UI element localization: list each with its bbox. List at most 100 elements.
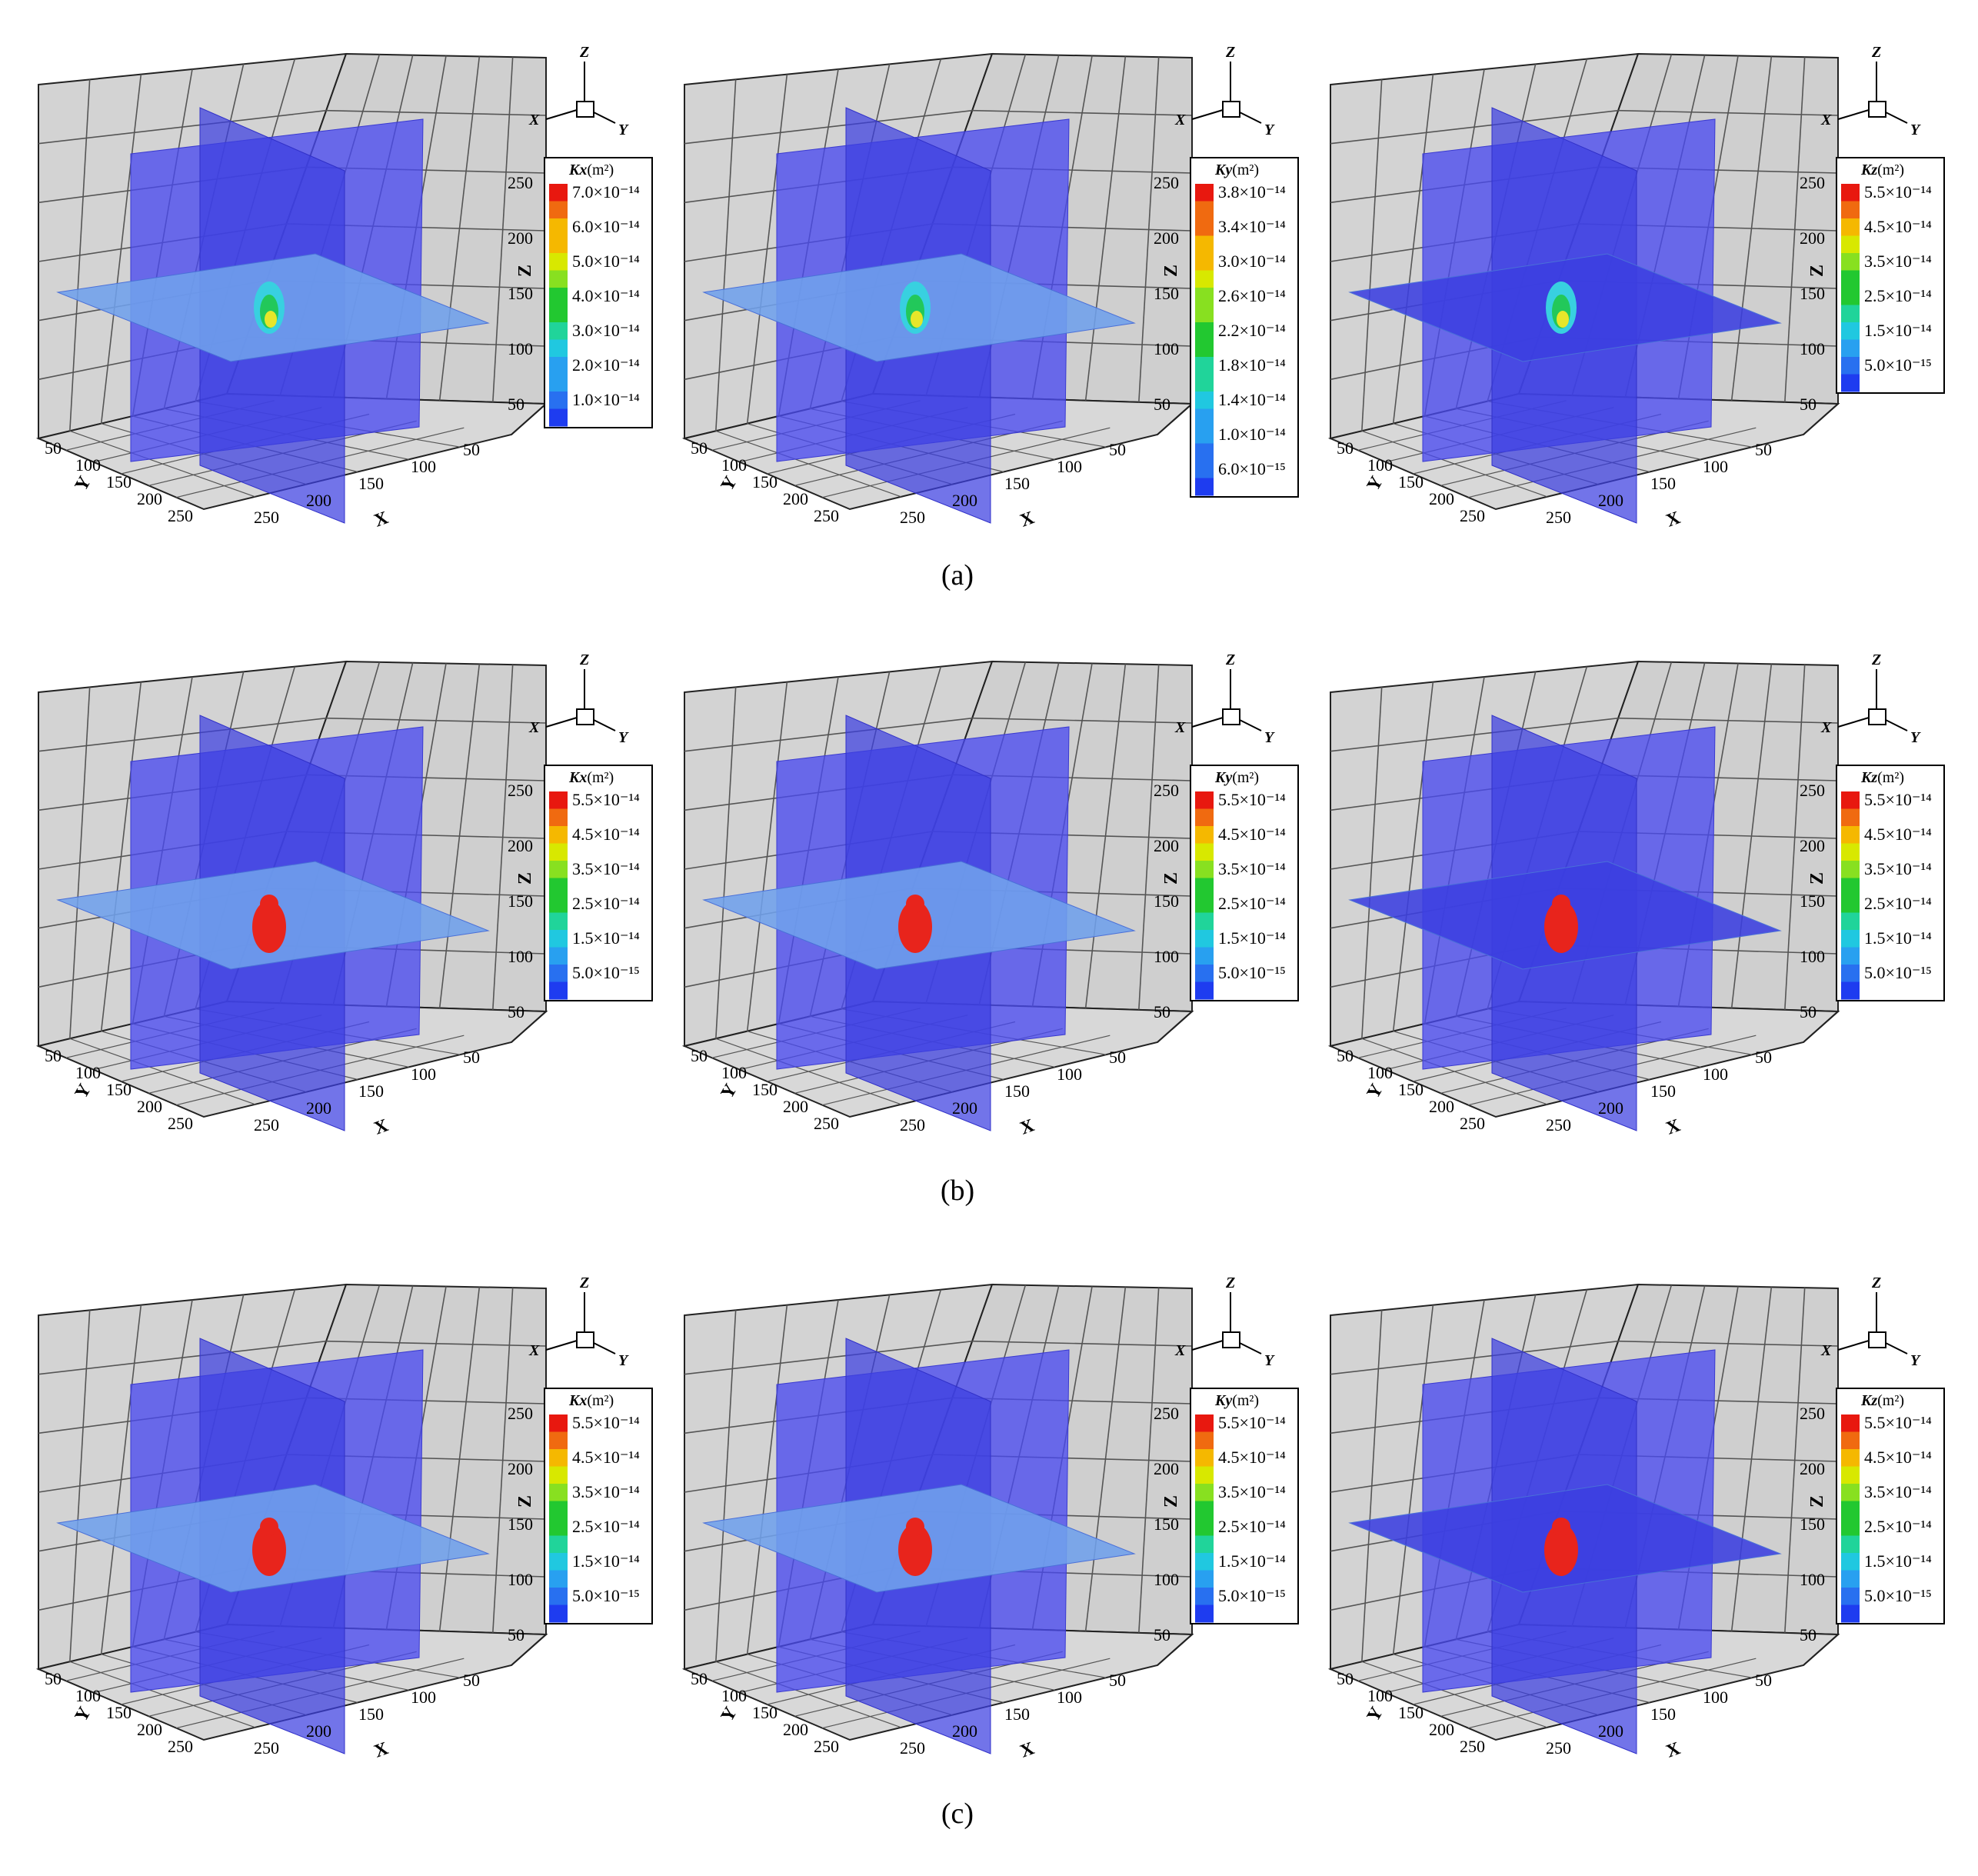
- x-tick-label: 50: [463, 440, 480, 459]
- triad-y-label: Y: [1910, 729, 1921, 746]
- legend-title: Kx(m²): [568, 1392, 614, 1409]
- x-tick-label: 100: [1703, 457, 1728, 476]
- triad-x-label: X: [1820, 719, 1832, 736]
- y-axis-name: Y: [1364, 1704, 1387, 1725]
- legend-value-label: 2.0×10⁻¹⁴: [572, 355, 640, 375]
- z-tick-label: 200: [508, 228, 533, 248]
- box-edge: [1803, 1634, 1839, 1666]
- colorbar-segment: [1195, 895, 1214, 913]
- y-tick-label: 150: [1398, 472, 1424, 491]
- colorbar-segment: [1195, 1604, 1214, 1623]
- colorbar-segment: [549, 947, 568, 965]
- legend-value-label: 6.0×10⁻¹⁴: [572, 217, 640, 236]
- colorbar-segment: [1195, 878, 1214, 896]
- x-tick-label: 250: [1546, 508, 1571, 527]
- legend-value-label: 3.5×10⁻¹⁴: [572, 1482, 640, 1501]
- y-tick-label: 50: [1337, 1669, 1354, 1688]
- panel-c-1: 250 200 150 100 50 Z 50 100 150 200 250 Y 250 200 150 1…: [35, 1275, 653, 1762]
- x-tick-label: 50: [1109, 1671, 1126, 1690]
- triad-x-label: X: [528, 1342, 540, 1359]
- colorbar-segment: [1841, 374, 1860, 392]
- colorbar-segment: [1195, 1466, 1214, 1484]
- row-caption: (c): [941, 1798, 974, 1830]
- y-axis-name: Y: [72, 473, 95, 495]
- y-tick-label: 50: [1337, 1046, 1354, 1065]
- legend-symbol: Kz: [1860, 162, 1877, 178]
- colorbar-segment: [549, 374, 568, 392]
- legend-value-label: 3.4×10⁻¹⁴: [1218, 217, 1286, 236]
- x-tick-label: 150: [358, 474, 384, 493]
- z-tick-label: 150: [1800, 891, 1825, 911]
- colorbar-segment: [1841, 912, 1860, 931]
- colorbar-segment: [1841, 1570, 1860, 1588]
- y-axis-name: Y: [72, 1704, 95, 1725]
- legend-title: Kz(m²): [1860, 162, 1904, 178]
- x-tick-label: 150: [1004, 474, 1030, 493]
- colorbar-segment: [549, 1501, 568, 1519]
- colorbar-segment: [1841, 981, 1860, 1000]
- legend-unit: (m²): [1232, 769, 1259, 786]
- box-edge: [1803, 1011, 1839, 1043]
- legend-value-label: 4.5×10⁻¹⁴: [1864, 1448, 1932, 1467]
- permeability-blob-core: [1557, 311, 1569, 328]
- colorbar-segment: [1195, 981, 1214, 1000]
- z-tick-label: 50: [1800, 1625, 1816, 1644]
- y-tick-label: 50: [45, 438, 62, 458]
- colorbar-segment: [1841, 1535, 1860, 1554]
- colorbar-segment: [1841, 270, 1860, 288]
- panel-a-3: 250 200 150 100 50 Z 50 100 150 200 250 Y 250 200 150 1…: [1327, 44, 1945, 531]
- x-tick-label: 200: [952, 1098, 977, 1118]
- x-tick-label: 250: [254, 508, 279, 527]
- colorbar-segment: [1841, 184, 1860, 202]
- y-tick-label: 250: [1460, 506, 1485, 525]
- z-tick-label: 50: [1154, 1625, 1170, 1644]
- y-tick-label: 150: [752, 1703, 778, 1722]
- z-tick-label: 50: [1154, 1002, 1170, 1021]
- colorbar-segment: [1195, 965, 1214, 982]
- x-tick-label: 100: [411, 457, 436, 476]
- x-tick-label: 100: [1057, 1065, 1082, 1084]
- y-tick-label: 100: [1367, 455, 1393, 475]
- legend-value-label: 4.5×10⁻¹⁴: [572, 825, 640, 844]
- triad-x-label: X: [528, 112, 540, 128]
- permeability-blob-top: [1552, 895, 1570, 913]
- legend-symbol: Kx: [568, 769, 587, 786]
- panel-c-2: 250 200 150 100 50 Z 50 100 150 200 250 Y 250 200 150 1…: [681, 1275, 1299, 1762]
- triad-z-label: Z: [1871, 651, 1881, 668]
- x-tick-label: 200: [1598, 1721, 1623, 1741]
- colorbar-segment: [549, 339, 568, 358]
- permeability-blob-top: [260, 1518, 278, 1536]
- triad-z-label: Z: [1871, 1275, 1881, 1291]
- triad-x-label: X: [1174, 1342, 1186, 1359]
- y-tick-label: 250: [814, 506, 839, 525]
- colorbar-segment: [1841, 1518, 1860, 1536]
- legend-value-label: 3.0×10⁻¹⁴: [1218, 252, 1286, 271]
- box-edge: [511, 1011, 547, 1043]
- legend-value-label: 1.0×10⁻¹⁴: [572, 390, 640, 409]
- x-tick-label: 250: [1546, 1738, 1571, 1758]
- z-tick-label: 100: [508, 1570, 533, 1589]
- z-tick-label: 100: [508, 947, 533, 966]
- colorbar-segment: [1195, 235, 1214, 254]
- legend-title: Ky(m²): [1214, 162, 1259, 178]
- orientation-triad: Z X Y: [1174, 651, 1275, 746]
- triad-cube-icon: [1222, 101, 1240, 118]
- triad-cube-icon: [576, 708, 594, 725]
- colorbar-segment: [1195, 339, 1214, 358]
- legend-value-label: 5.0×10⁻¹⁵: [1218, 963, 1286, 982]
- z-tick-label: 250: [508, 1404, 533, 1423]
- y-tick-label: 50: [45, 1046, 62, 1065]
- legend-value-label: 1.5×10⁻¹⁴: [1864, 928, 1932, 948]
- y-tick-label: 100: [721, 1686, 747, 1705]
- colorbar-segment: [549, 201, 568, 219]
- y-tick-label: 100: [75, 1063, 101, 1082]
- z-tick-label: 100: [1154, 339, 1179, 358]
- colorbar-segment: [1195, 808, 1214, 827]
- panel-c-3: 250 200 150 100 50 Z 50 100 150 200 250 Y 250 200 150 1…: [1327, 1275, 1945, 1762]
- colorbar-segment: [1195, 1449, 1214, 1467]
- legend-symbol: Ky: [1214, 1392, 1232, 1409]
- y-tick-label: 200: [1429, 489, 1454, 508]
- colorbar-segment: [1841, 1501, 1860, 1519]
- colorbar-segment: [549, 912, 568, 931]
- legend-value-label: 5.5×10⁻¹⁴: [1864, 1413, 1932, 1432]
